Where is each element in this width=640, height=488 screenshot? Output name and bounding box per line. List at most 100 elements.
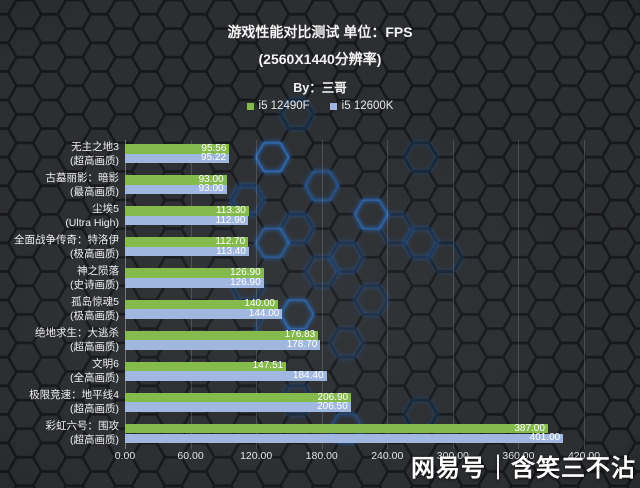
bar-i5-12600k: 144.00 <box>125 307 283 319</box>
bar-value-label: 401.00 <box>529 432 561 444</box>
bar-value-label: 176.83 <box>284 329 316 341</box>
bar-value-label: 112.90 <box>215 214 246 226</box>
bar-value-label: 93.00 <box>198 173 224 185</box>
bar-i5-12490f: 95.56 <box>125 142 230 154</box>
bar-i5-12600k: 206.50 <box>125 402 351 412</box>
category-label: 彩虹六号：围攻 (超高画质) <box>0 418 120 449</box>
x-tick-label: 300.00 <box>436 450 469 462</box>
category-labels-column: 无主之地3 (超高画质) 古墓丽影：暗影 (最高画质) 尘埃5 (Ultra High) 全… <box>0 138 119 449</box>
category-quality: (超高画质) <box>70 154 119 167</box>
bar-value-label: 112.70 <box>215 236 246 248</box>
legend-swatch-blue-icon <box>329 102 337 110</box>
x-tick-label: 60.00 <box>177 450 204 462</box>
bar-value-label: 95.56 <box>201 142 227 154</box>
bar-i5-12600k: 178.70 <box>125 338 321 350</box>
category-quality: (Ultra High) <box>65 216 119 229</box>
category-quality: (史诗画质) <box>70 278 119 291</box>
bar-value-label: 140.00 <box>244 298 275 310</box>
category-game-name: 尘埃5 <box>92 202 119 215</box>
bar-value-label: 95.22 <box>201 152 227 164</box>
category-label: 尘埃5 (Ultra High) <box>0 200 119 231</box>
category-quality: (超高画质) <box>70 341 119 354</box>
bar-i5-12600k: 95.22 <box>125 152 230 164</box>
x-tick-label: 240.00 <box>371 450 404 462</box>
plot-area: 95.56 95.22 93.00 93.00 113.30 112.90 112.70 11… <box>125 138 585 449</box>
vertical-gridline <box>321 140 323 449</box>
category-quality: (最高画质) <box>70 185 119 198</box>
category-game-name: 彩虹六号：围攻 <box>45 420 120 433</box>
bar-i5-12600k: 93.00 <box>125 183 227 195</box>
category-label: 文明6 (全高画质) <box>0 356 119 387</box>
bar-value-label: 206.50 <box>317 401 348 413</box>
bar-value-label: 387.00 <box>514 422 545 434</box>
bar-i5-12600k: 113.40 <box>125 245 249 257</box>
category-label: 神之陨落 (史诗画质) <box>0 262 119 293</box>
category-label: 无主之地3 (超高画质) <box>0 138 119 169</box>
legend-item-i5-12490f: i5 12490F <box>246 100 310 112</box>
legend-label: i5 12490F <box>258 100 310 112</box>
category-quality: (极高画质) <box>70 247 119 260</box>
vertical-gridline <box>190 140 192 449</box>
bar-i5-12490f: 387.00 <box>125 422 548 434</box>
category-label: 绝地求生：大逃杀 (超高画质) <box>0 325 119 356</box>
bar-value-label: 178.70 <box>286 338 318 350</box>
chart-byline: By：三哥 <box>293 81 347 95</box>
vertical-gridline <box>584 140 585 449</box>
chart-legend: i5 12490F i5 12600K <box>0 100 640 112</box>
bar-i5-12490f: 147.51 <box>125 360 287 372</box>
category-game-name: 绝地求生：大逃杀 <box>35 327 119 340</box>
vertical-gridline <box>387 140 389 449</box>
bar-value-label: 144.00 <box>248 307 280 319</box>
bar-value-label: 147.51 <box>252 360 284 372</box>
bar-i5-12490f: 140.00 <box>125 298 278 310</box>
category-game-name: 文明6 <box>92 358 119 371</box>
bar-i5-12600k: 126.90 <box>125 276 264 288</box>
x-tick-label: 180.00 <box>305 450 338 462</box>
x-tick-label: 0.00 <box>114 450 136 462</box>
category-game-name: 极限竞速：地平线4 <box>29 389 119 402</box>
x-tick-label: 120.00 <box>240 450 273 462</box>
x-axis: 0.00 60.00 120.00 180.00 240.00 300.00 360.00 4… <box>115 450 600 468</box>
bar-i5-12490f: 176.83 <box>125 329 319 341</box>
bar-i5-12600k: 401.00 <box>125 432 564 444</box>
category-quality: (极高画质) <box>70 310 119 323</box>
bar-i5-12600k: 184.40 <box>125 371 327 381</box>
chart-subtitle: (2560X1440分辨率) <box>258 51 382 67</box>
bar-i5-12490f: 113.30 <box>125 204 249 216</box>
bar-i5-12490f: 126.90 <box>125 268 264 278</box>
x-tick-label: 360.00 <box>502 450 535 462</box>
bar-i5-12490f: 93.00 <box>125 173 227 185</box>
bar-value-label: 126.90 <box>230 267 261 279</box>
category-game-name: 无主之地3 <box>71 140 119 153</box>
category-quality: (全高画质) <box>70 372 119 385</box>
legend-label: i5 12600K <box>341 100 394 112</box>
bar-value-label: 93.00 <box>198 183 224 195</box>
bar-value-label: 113.40 <box>216 245 246 257</box>
y-axis-line <box>125 140 126 449</box>
x-tick-label: 420.00 <box>567 450 601 462</box>
category-label: 极限竞速：地平线4 (超高画质) <box>0 387 119 418</box>
vertical-gridline <box>256 140 258 449</box>
bar-value-label: 126.90 <box>230 276 261 288</box>
bar-i5-12490f: 206.90 <box>125 391 352 403</box>
category-label: 古墓丽影：暗影 (最高画质) <box>0 169 120 200</box>
legend-item-i5-12600k: i5 12600K <box>329 100 394 112</box>
category-quality: (超高画质) <box>70 403 119 416</box>
vertical-gridline <box>452 140 454 449</box>
bar-i5-12600k: 112.90 <box>125 214 249 226</box>
bar-i5-12490f: 112.70 <box>125 236 249 248</box>
watermark: 网易号｜含笑三不沾 <box>411 455 636 482</box>
chart-title: 游戏性能对比测试 单位：FPS <box>227 24 413 40</box>
category-game-name: 古墓丽影：暗影 <box>45 171 120 184</box>
bar-value-label: 206.90 <box>317 391 349 403</box>
legend-swatch-green-icon <box>246 102 254 110</box>
category-label: 孤岛惊魂5 (极高画质) <box>0 294 119 325</box>
vertical-gridline <box>518 140 520 449</box>
category-game-name: 神之陨落 <box>77 264 119 277</box>
category-quality: (超高画质) <box>70 434 119 447</box>
bar-value-label: 184.40 <box>292 370 324 382</box>
bar-value-label: 113.30 <box>215 204 246 216</box>
category-label: 全面战争传奇：特洛伊 (极高画质) <box>0 231 119 262</box>
